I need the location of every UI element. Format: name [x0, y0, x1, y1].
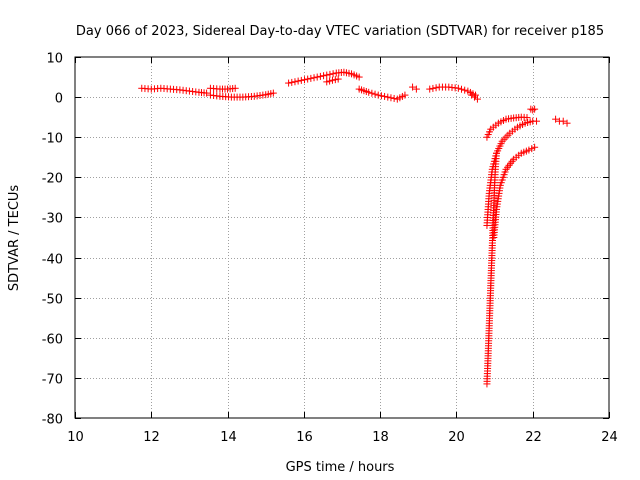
x-tick-label: 18 — [372, 430, 389, 445]
data-point — [458, 85, 466, 93]
data-point — [525, 146, 533, 154]
data-point — [320, 72, 328, 80]
data-point — [563, 119, 571, 127]
y-tick-label: -30 — [42, 212, 63, 227]
y-tick-label: -10 — [42, 132, 63, 147]
data-point — [473, 95, 481, 103]
data-point — [454, 84, 462, 92]
data-point — [269, 89, 277, 97]
y-axis-title: SDTVAR / TECUs — [7, 185, 22, 292]
data-point — [432, 84, 440, 92]
data-point — [384, 93, 392, 101]
data-point — [316, 72, 324, 80]
data-point — [533, 117, 541, 125]
data-point — [297, 76, 305, 84]
x-tick-label: 16 — [296, 430, 313, 445]
data-point — [294, 77, 302, 85]
x-axis-title: GPS time / hours — [286, 460, 395, 475]
data-point — [326, 70, 334, 78]
y-tick-label: -40 — [42, 253, 63, 268]
data-point — [310, 74, 318, 82]
data-point — [326, 77, 334, 85]
data-point — [355, 73, 363, 81]
plot-frame — [74, 56, 610, 419]
data-point — [531, 105, 539, 113]
data-point — [288, 78, 296, 86]
data-point — [203, 89, 211, 97]
data-point — [365, 88, 373, 96]
data-point — [377, 92, 385, 100]
data-point — [429, 84, 437, 92]
y-tick-label: -20 — [42, 172, 63, 187]
y-tick-label: 0 — [55, 92, 63, 107]
data-point — [531, 143, 539, 151]
data-point — [528, 145, 536, 153]
data-point — [323, 78, 331, 86]
data-point — [300, 76, 308, 84]
x-tick-label: 22 — [525, 430, 542, 445]
data-point — [390, 94, 398, 102]
data-point — [291, 78, 299, 86]
data-point — [331, 76, 339, 84]
data-point — [285, 79, 293, 87]
data-point — [334, 75, 342, 83]
x-tick-label: 20 — [448, 430, 465, 445]
x-tick-label: 14 — [220, 430, 237, 445]
data-point — [552, 115, 560, 123]
data-point — [368, 89, 376, 97]
tick-labels: 10 12 14 16 18 20 22 24 10 0 -10 -20 -30 -40 -50 -60 -70… — [42, 52, 618, 446]
grid-group — [75, 57, 609, 418]
data-point — [381, 92, 389, 100]
data-point — [387, 94, 395, 102]
y-tick-label: -50 — [42, 293, 63, 308]
data-point — [371, 90, 379, 98]
data-point — [323, 71, 331, 79]
data-point — [426, 85, 434, 93]
x-tick-label: 10 — [67, 430, 84, 445]
tick-marks — [75, 57, 610, 419]
data-point — [523, 114, 531, 122]
data-point — [461, 86, 469, 94]
data-point — [328, 76, 336, 84]
data-point — [412, 85, 420, 93]
data-point — [409, 83, 417, 91]
x-tick-label: 24 — [601, 430, 618, 445]
data-point — [231, 84, 239, 92]
data-point — [374, 91, 382, 99]
y-tick-label: -80 — [42, 413, 63, 428]
data-point — [329, 70, 337, 78]
data-point — [529, 106, 537, 114]
data-point — [307, 74, 315, 82]
y-tick-label: 10 — [46, 52, 63, 67]
y-tick-label: -70 — [42, 373, 63, 388]
x-tick-label: 12 — [143, 430, 160, 445]
data-points — [138, 68, 571, 388]
data-point — [304, 75, 312, 83]
y-tick-label: -60 — [42, 333, 63, 348]
data-point — [313, 73, 321, 81]
data-point — [401, 91, 409, 99]
data-point — [559, 117, 567, 125]
chart-title: Day 066 of 2023, Sidereal Day-to-day VTE… — [76, 24, 604, 39]
